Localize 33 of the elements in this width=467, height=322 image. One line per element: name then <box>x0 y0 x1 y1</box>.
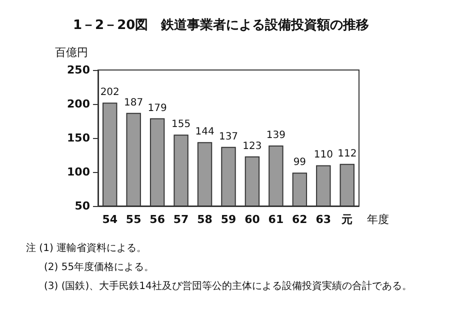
data-label: 179 <box>148 102 167 114</box>
x-tick-label: 61 <box>268 213 284 226</box>
text: (2) 55年度価格による。 <box>44 261 154 273</box>
data-label: 187 <box>124 97 144 108</box>
x-tick-label: 55 <box>126 213 142 226</box>
text: 注 (1) 運輸省資料による。 <box>26 242 147 254</box>
chart-title: 1－2－20図 鉄道事業者による設備投資額の推移 <box>73 17 370 33</box>
y-axis-title: 百億円 <box>55 46 88 59</box>
y-tick-label: 50 <box>74 200 90 212</box>
data-label: 139 <box>266 130 286 141</box>
text: (3) (国鉄)、大手民鉄14社及び営団等公的主体による設備投資実績の合計である。 <box>44 280 412 292</box>
x-tick-label: 56 <box>150 213 166 226</box>
y-tick-label: 250 <box>67 64 90 76</box>
x-tick-label: 60 <box>244 213 260 226</box>
data-label: 144 <box>195 126 214 138</box>
y-tick-label: 100 <box>67 166 90 178</box>
data-label: 99 <box>293 157 306 168</box>
data-label: 155 <box>172 119 191 130</box>
data-label: 123 <box>242 140 262 152</box>
y-tick-label: 150 <box>67 132 90 144</box>
data-label: 202 <box>100 87 120 98</box>
y-tick-label: 200 <box>67 98 90 110</box>
x-tick-label: 58 <box>197 213 212 226</box>
x-tick-label: 元 <box>340 213 353 226</box>
x-tick-label: 54 <box>102 213 118 226</box>
x-axis-title: 年度 <box>367 213 389 226</box>
x-tick-label: 59 <box>220 213 236 226</box>
data-label: 110 <box>314 150 333 161</box>
data-label: 137 <box>218 131 238 142</box>
data-label: 112 <box>338 148 357 160</box>
x-tick-label: 63 <box>316 213 332 226</box>
x-tick-label: 62 <box>292 213 308 226</box>
x-tick-label: 57 <box>173 213 189 226</box>
